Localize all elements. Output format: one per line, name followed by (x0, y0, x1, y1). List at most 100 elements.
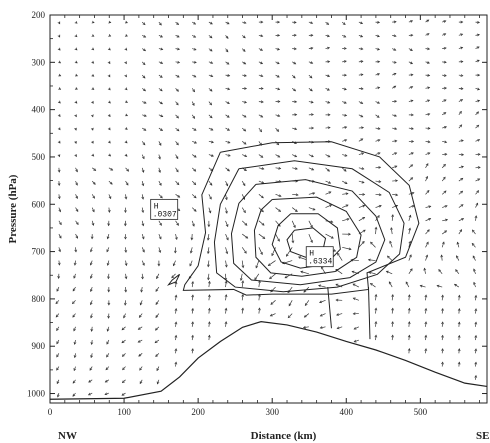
wind-arrow-head (177, 194, 181, 198)
wind-arrow-head (207, 294, 211, 298)
wind-arrow-head (155, 315, 159, 318)
wind-arrow (225, 48, 229, 53)
wind-arrow (425, 190, 430, 195)
wind-arrow-head (390, 227, 393, 231)
wind-arrow-head (424, 294, 428, 298)
wind-arrow (58, 247, 61, 252)
wind-arrow (370, 283, 376, 288)
wind-arrow-head (177, 208, 181, 211)
wind-arrow-head (377, 152, 381, 155)
wind-arrow (392, 193, 398, 196)
wind-arrow-head (344, 126, 348, 129)
wind-arrow-head (260, 155, 264, 158)
wind-arrow-head (210, 127, 214, 131)
wind-arrow (208, 180, 213, 186)
wind-arrow-head (124, 20, 128, 24)
wind-arrow-head (260, 209, 264, 213)
wind-arrow (342, 60, 347, 63)
wind-arrow (90, 260, 93, 266)
wind-arrow (175, 348, 177, 354)
wind-arrow (370, 241, 376, 248)
wind-arrow-head (391, 294, 395, 298)
wind-arrow-head (158, 250, 162, 254)
wind-arrow (141, 260, 145, 266)
wind-arrow-head (318, 284, 322, 288)
wind-arrow-head (225, 35, 229, 39)
wind-arrow-head (436, 284, 440, 288)
wind-arrow (442, 126, 447, 129)
y-tick-label: 800 (32, 294, 46, 304)
wind-arrow (375, 205, 382, 208)
wind-arrow-head (361, 167, 365, 170)
wind-arrow (158, 35, 163, 38)
wind-arrow (108, 207, 110, 213)
wind-arrow (158, 127, 163, 131)
wind-arrow (208, 154, 214, 157)
wind-arrow-head (378, 193, 382, 197)
wind-arrow-head (89, 367, 93, 371)
wind-arrow-head (92, 209, 95, 213)
wind-arrow (375, 227, 377, 235)
wind-arrow-head (107, 87, 111, 91)
wind-arrow-head (394, 99, 398, 103)
wind-arrow-head (410, 152, 414, 155)
wind-arrow-head (207, 321, 211, 325)
wind-arrow-head (374, 226, 378, 230)
wind-arrow-head (124, 61, 127, 65)
wind-arrow (192, 154, 197, 158)
wind-arrow (458, 308, 460, 314)
wind-arrow-head (57, 34, 61, 38)
wind-arrow-head (319, 313, 323, 317)
wind-arrow (75, 180, 78, 186)
wind-arrow (208, 101, 212, 106)
wind-arrow-head (293, 61, 297, 65)
wind-arrow (106, 353, 110, 358)
wind-arrow (158, 61, 163, 64)
wind-arrow-head (460, 99, 464, 102)
wind-arrow-head (91, 140, 94, 144)
wind-arrow (175, 141, 179, 146)
wind-arrow-head (107, 114, 111, 117)
wind-arrow (225, 61, 230, 65)
wind-arrow (472, 229, 476, 235)
wind-arrow-head (224, 197, 228, 201)
wind-arrow-head (343, 34, 347, 38)
wind-arrow-head (224, 294, 228, 298)
wind-arrow-head (176, 182, 180, 186)
wind-arrow (308, 233, 313, 243)
wind-arrow (286, 247, 293, 257)
wind-arrow (56, 339, 60, 344)
wind-arrow-head (426, 189, 430, 193)
wind-arrow-head (90, 114, 94, 118)
wind-arrow-head (207, 307, 211, 311)
wind-arrow-head (394, 127, 398, 131)
wind-arrow-head (172, 263, 176, 267)
wind-arrow-head (142, 262, 145, 266)
wind-arrow-head (74, 87, 78, 90)
wind-arrow-head (245, 235, 249, 239)
wind-arrow-head (192, 223, 195, 227)
wind-arrow-head (177, 60, 181, 64)
wind-arrow-head (343, 60, 347, 63)
wind-arrow (192, 74, 197, 78)
wind-arrow (175, 114, 179, 119)
wind-arrow-head (56, 288, 60, 292)
contour-segment (367, 287, 371, 340)
wind-arrow (240, 273, 243, 281)
wind-arrow (56, 366, 60, 371)
wind-arrow-head (260, 48, 264, 51)
wind-arrow-head (407, 334, 411, 338)
wind-arrow-head (191, 321, 195, 325)
wind-arrow (408, 177, 413, 182)
wind-arrow-head (475, 202, 479, 206)
wind-arrow (141, 207, 144, 213)
wind-arrow-head (206, 237, 210, 241)
wind-arrow-head (377, 47, 381, 51)
wind-arrow-head (121, 340, 125, 344)
wind-arrow (424, 268, 426, 274)
wind-arrow-head (91, 47, 95, 51)
contour-line (230, 179, 386, 286)
wind-arrow (375, 215, 380, 222)
